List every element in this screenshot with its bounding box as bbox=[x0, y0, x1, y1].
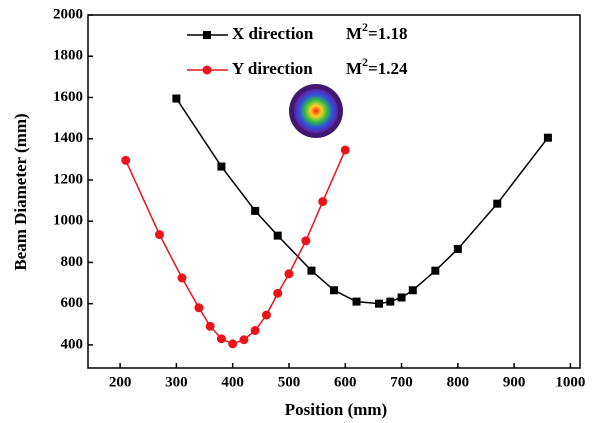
marker bbox=[543, 133, 552, 142]
x-tick-label: 600 bbox=[334, 374, 357, 390]
annotation: M2=1.24 bbox=[346, 55, 408, 78]
annotation-sup: 2 bbox=[362, 55, 368, 69]
legend-label: Y direction bbox=[232, 59, 313, 78]
x-axis-label: Position (mm) bbox=[285, 400, 387, 419]
plot-frame bbox=[87, 14, 581, 369]
marker bbox=[375, 299, 384, 308]
marker bbox=[273, 288, 283, 298]
beam-profile-core bbox=[294, 89, 338, 133]
legend-label: X direction bbox=[232, 24, 314, 43]
marker bbox=[318, 197, 328, 207]
marker bbox=[172, 94, 181, 103]
marker bbox=[154, 230, 164, 240]
marker bbox=[453, 245, 462, 254]
series-line bbox=[125, 149, 346, 345]
marker bbox=[273, 231, 282, 240]
x-tick-label: 500 bbox=[278, 374, 301, 390]
x-tick-label: 900 bbox=[503, 374, 526, 390]
x-tick-label: 700 bbox=[390, 374, 413, 390]
x-tick-label: 200 bbox=[109, 374, 132, 390]
series-line bbox=[175, 98, 549, 305]
marker bbox=[261, 310, 271, 320]
y-tick-label: 1600 bbox=[53, 89, 83, 105]
marker bbox=[307, 266, 316, 275]
annotation-rest: =1.24 bbox=[368, 59, 408, 78]
y-tick-label: 600 bbox=[61, 295, 84, 311]
y-tick-label: 400 bbox=[61, 336, 84, 352]
marker bbox=[251, 206, 260, 215]
marker bbox=[340, 145, 350, 155]
marker bbox=[352, 297, 361, 306]
x-tick-label: 300 bbox=[165, 374, 188, 390]
marker bbox=[386, 297, 395, 306]
annotation-base: M bbox=[346, 24, 362, 43]
x-tick-label: 800 bbox=[447, 374, 470, 390]
annotation-sup: 2 bbox=[362, 20, 368, 34]
marker bbox=[216, 334, 226, 344]
marker bbox=[330, 286, 338, 295]
x-tick-label: 1000 bbox=[555, 374, 585, 390]
y-tick-label: 1000 bbox=[53, 213, 83, 229]
marker bbox=[239, 335, 249, 345]
y-axis-label: Beam Diameter (mm) bbox=[11, 113, 30, 270]
marker bbox=[397, 293, 406, 302]
marker bbox=[217, 162, 226, 171]
marker bbox=[301, 236, 311, 246]
x-tick-label: 400 bbox=[221, 374, 244, 390]
y-tick-label: 1800 bbox=[53, 48, 83, 64]
marker bbox=[121, 155, 131, 165]
marker bbox=[250, 325, 260, 335]
y-tick-label: 800 bbox=[61, 254, 84, 270]
marker bbox=[177, 273, 187, 283]
y-tick-label: 2000 bbox=[53, 6, 83, 22]
marker bbox=[493, 199, 502, 208]
marker bbox=[203, 31, 211, 39]
marker bbox=[284, 269, 294, 279]
annotation: M2=1.18 bbox=[346, 20, 407, 43]
marker bbox=[408, 286, 417, 295]
annotation-base: M bbox=[346, 59, 362, 78]
marker bbox=[194, 303, 204, 313]
marker bbox=[228, 339, 238, 349]
marker bbox=[431, 266, 440, 275]
marker bbox=[205, 321, 215, 331]
marker bbox=[202, 65, 212, 75]
annotation-rest: =1.18 bbox=[368, 24, 407, 43]
y-tick-label: 1200 bbox=[53, 171, 83, 187]
y-tick-label: 1400 bbox=[53, 130, 83, 146]
